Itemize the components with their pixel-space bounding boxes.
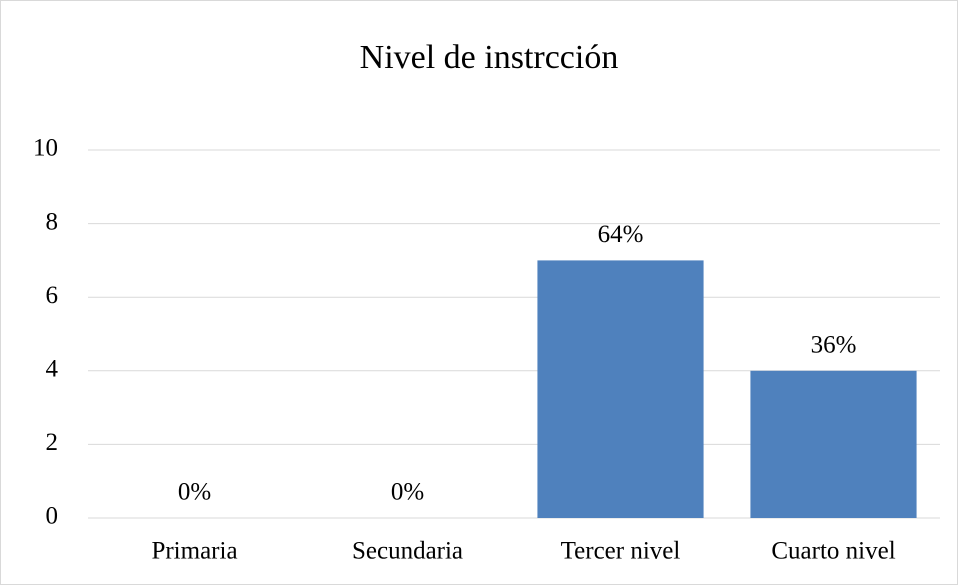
chart-title: Nivel de instrcción [360,39,619,76]
x-tick-label: Primaria [151,538,237,565]
y-tick-label: 0 [46,503,59,530]
data-label: 0% [391,479,424,506]
y-tick-label: 6 [46,282,59,309]
y-tick-label: 4 [46,356,59,383]
data-label: 0% [178,479,211,506]
data-label: 36% [811,332,857,359]
data-label: 64% [598,221,644,248]
bar [750,370,917,518]
x-tick-label: Tercer nivel [561,538,681,565]
bar [537,260,704,518]
y-tick-label: 10 [33,135,58,162]
x-tick-label: Cuarto nivel [771,538,895,565]
x-tick-label: Secundaria [352,538,463,565]
y-tick-label: 2 [46,429,59,456]
y-tick-label: 8 [46,208,59,235]
